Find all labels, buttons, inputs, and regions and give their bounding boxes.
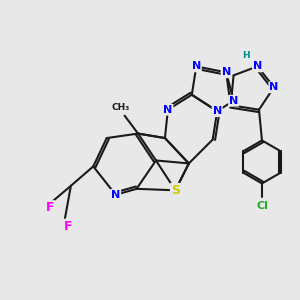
Text: N: N	[269, 82, 278, 92]
Text: N: N	[213, 106, 222, 116]
Text: F: F	[46, 201, 54, 214]
Text: N: N	[229, 96, 238, 106]
Text: N: N	[192, 61, 201, 71]
Text: N: N	[253, 61, 262, 71]
Text: CH₃: CH₃	[111, 103, 129, 112]
Text: F: F	[64, 220, 72, 232]
Text: N: N	[221, 68, 231, 77]
Text: H: H	[242, 50, 250, 59]
Text: N: N	[163, 105, 172, 115]
Text: S: S	[171, 184, 180, 197]
Text: N: N	[111, 190, 120, 200]
Text: Cl: Cl	[256, 201, 268, 211]
